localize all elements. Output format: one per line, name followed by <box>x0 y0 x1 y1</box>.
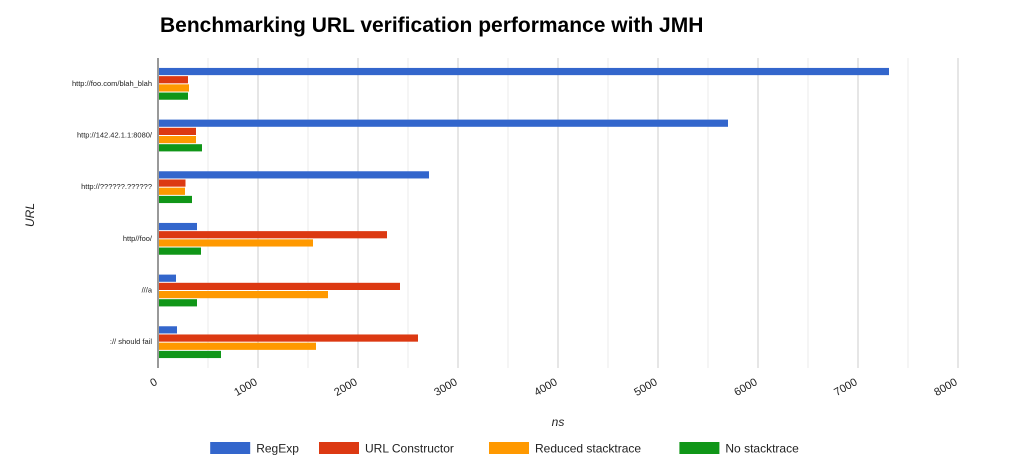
chart-title: Benchmarking URL verification performanc… <box>160 14 704 37</box>
bar-regexp-1[interactable] <box>159 119 728 127</box>
legend-item-no-stacktrace[interactable]: No stacktrace <box>679 442 799 456</box>
bar-url-constructor-0[interactable] <box>159 76 188 84</box>
category-label: http://142.42.1.1:8080/ <box>77 131 153 140</box>
legend-swatch <box>489 442 529 454</box>
bar-regexp-4[interactable] <box>159 274 176 282</box>
x-tick-label: 8000 <box>932 376 959 399</box>
legend-label: No stacktrace <box>725 442 799 456</box>
x-tick-label: 0 <box>148 376 159 389</box>
bar-reduced-stacktrace-3[interactable] <box>159 239 313 247</box>
bar-regexp-0[interactable] <box>159 67 889 76</box>
bar-url-constructor-1[interactable] <box>159 127 196 135</box>
bar-no-stacktrace-5[interactable] <box>159 350 221 359</box>
y-axis-label: URL <box>23 203 37 227</box>
x-axis-label: ns <box>552 415 565 429</box>
legend-swatch <box>210 442 251 454</box>
bar-url-constructor-2[interactable] <box>159 179 186 187</box>
bar-reduced-stacktrace-1[interactable] <box>159 136 196 144</box>
x-tick-label: 5000 <box>632 376 659 399</box>
bar-url-constructor-4[interactable] <box>159 282 400 290</box>
bar-regexp-2[interactable] <box>159 171 429 179</box>
legend-swatch <box>319 442 359 454</box>
bar-reduced-stacktrace-0[interactable] <box>159 84 189 92</box>
bars-layer <box>159 67 889 359</box>
legend-label: RegExp <box>256 442 299 456</box>
bar-url-constructor-3[interactable] <box>159 231 387 239</box>
bar-reduced-stacktrace-5[interactable] <box>159 342 316 350</box>
ticks-layer: 0 1000 2000 3000 4000 5000 6000 7000 8000 <box>148 376 959 399</box>
bar-reduced-stacktrace-2[interactable] <box>159 187 185 195</box>
bar-no-stacktrace-1[interactable] <box>159 144 202 152</box>
bar-no-stacktrace-2[interactable] <box>159 195 192 204</box>
category-label: http//foo/ <box>123 234 153 243</box>
bar-no-stacktrace-3[interactable] <box>159 247 201 255</box>
legend-item-reduced-stacktrace[interactable]: Reduced stacktrace <box>489 442 641 456</box>
bar-no-stacktrace-0[interactable] <box>159 92 188 100</box>
x-tick-label: 1000 <box>232 376 259 399</box>
legend-item-url-constructor[interactable]: URL Constructor <box>319 442 454 456</box>
grid-layer <box>157 58 959 368</box>
category-label: http://??????.?????? <box>81 182 152 191</box>
bar-regexp-3[interactable] <box>159 222 197 231</box>
legend-label: URL Constructor <box>365 442 454 456</box>
legend-label: Reduced stacktrace <box>535 442 641 456</box>
legend: RegExp URL Constructor Reduced stacktrace N… <box>210 442 799 456</box>
bar-reduced-stacktrace-4[interactable] <box>159 291 328 299</box>
x-tick-label: 7000 <box>832 376 859 399</box>
x-tick-label: 2000 <box>332 376 359 399</box>
x-tick-label: 4000 <box>532 376 559 399</box>
legend-swatch <box>679 442 720 454</box>
legend-item-regexp[interactable]: RegExp <box>210 442 299 456</box>
x-tick-label: 3000 <box>432 376 459 399</box>
category-label: ///a <box>142 286 153 295</box>
bar-url-constructor-5[interactable] <box>159 334 418 342</box>
bar-no-stacktrace-4[interactable] <box>159 299 197 307</box>
category-labels: http://foo.com/blah_blah http://142.42.1.… <box>72 79 153 346</box>
category-label: http://foo.com/blah_blah <box>72 79 152 88</box>
x-tick-label: 6000 <box>732 376 759 399</box>
bar-regexp-5[interactable] <box>159 326 177 334</box>
category-label: :// should fail <box>110 337 152 346</box>
